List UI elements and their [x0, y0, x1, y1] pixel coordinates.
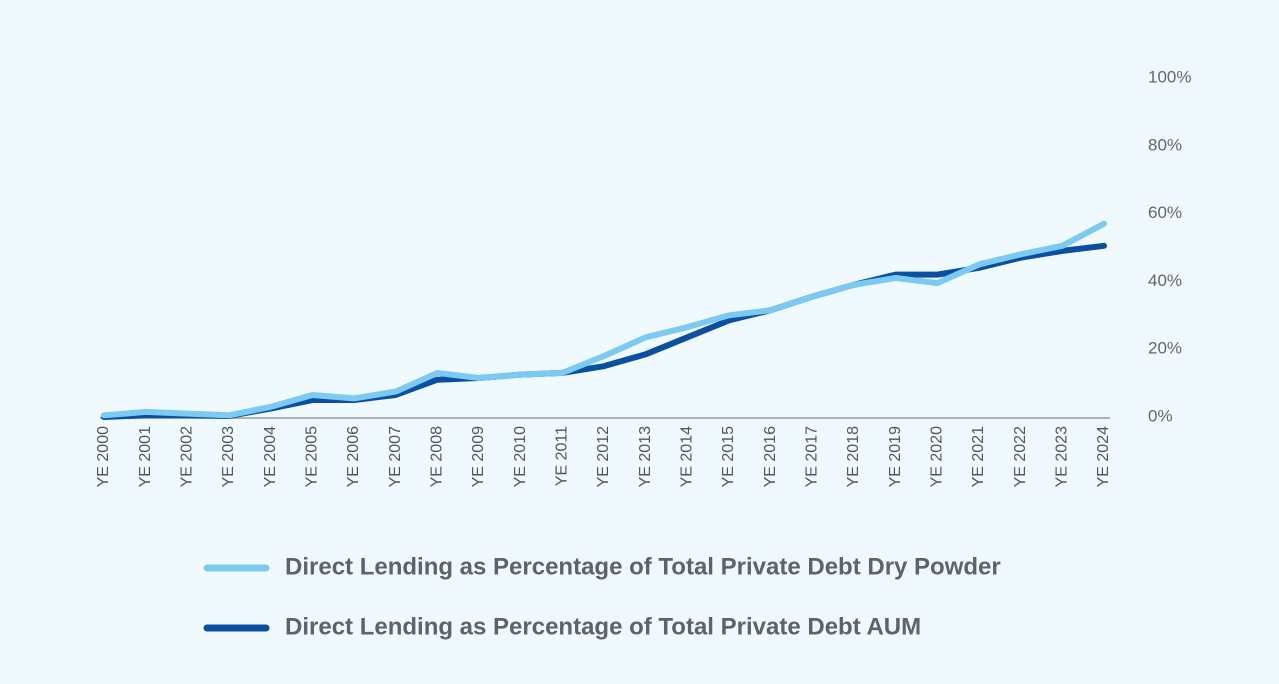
x-tick-label: YE 2023	[1054, 426, 1071, 487]
y-tick-label: 80%	[1148, 135, 1182, 154]
y-tick-label: 20%	[1148, 339, 1182, 358]
y-tick-label: 40%	[1148, 271, 1182, 290]
x-tick-label: YE 2010	[512, 426, 529, 487]
x-tick-label: YE 2018	[845, 426, 862, 487]
x-tick-label: YE 2020	[929, 426, 946, 487]
x-tick-label: YE 2016	[762, 426, 779, 487]
x-tick-label: YE 2000	[95, 426, 112, 487]
x-tick-label: YE 2019	[887, 426, 904, 487]
x-tick-label: YE 2013	[637, 426, 654, 487]
y-tick-label: 60%	[1148, 203, 1182, 222]
legend-label: Direct Lending as Percentage of Total Pr…	[285, 553, 1001, 580]
x-tick-label: YE 2014	[679, 426, 696, 487]
x-tick-label: YE 2024	[1095, 426, 1112, 487]
x-tick-label: YE 2021	[970, 426, 987, 487]
x-tick-label: YE 2012	[595, 426, 612, 487]
y-tick-label: 100%	[1148, 67, 1191, 86]
x-tick-label: YE 2001	[137, 426, 154, 487]
x-tick-label: YE 2002	[179, 426, 196, 487]
x-tick-label: YE 2008	[429, 426, 446, 487]
x-tick-label: YE 2015	[720, 426, 737, 487]
x-tick-label: YE 2022	[1012, 426, 1029, 487]
x-tick-label: YE 2017	[804, 426, 821, 487]
series-line	[101, 220, 1107, 419]
x-tick-label: YE 2005	[304, 426, 321, 487]
y-tick-label: 0%	[1148, 406, 1173, 425]
x-tick-label: YE 2009	[470, 426, 487, 487]
legend-label: Direct Lending as Percentage of Total Pr…	[285, 613, 921, 640]
x-tick-label: YE 2004	[262, 426, 279, 487]
x-tick-label: YE 2011	[554, 426, 571, 486]
x-tick-label: YE 2003	[220, 426, 237, 487]
x-tick-label: YE 2006	[345, 426, 362, 487]
x-tick-label: YE 2007	[387, 426, 404, 487]
